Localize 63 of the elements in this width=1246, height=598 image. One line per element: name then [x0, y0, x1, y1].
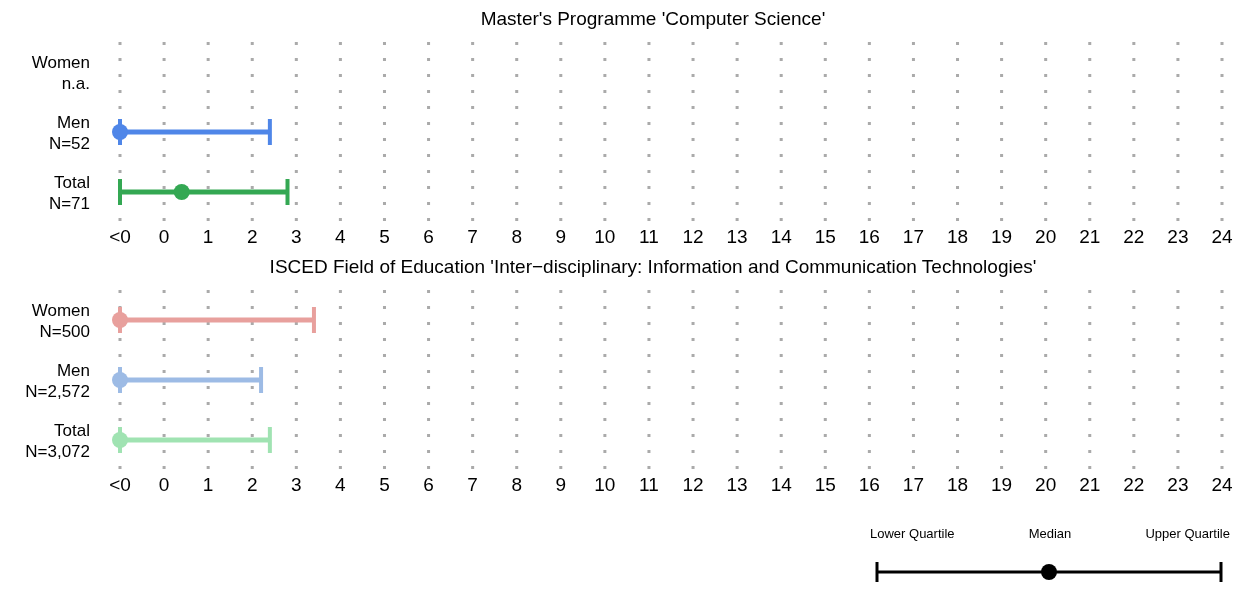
x-tick-label: 19 [991, 474, 1013, 496]
x-tick-label: 5 [379, 474, 390, 496]
x-tick-label: 9 [555, 474, 567, 496]
x-tick-label: <0 [109, 474, 131, 496]
y-tick-label: Total N=3,072 [25, 421, 90, 461]
x-tick-label: 17 [902, 474, 925, 496]
x-tick-label: 10 [594, 226, 616, 248]
text: Median [1028, 526, 1072, 541]
x-tick-label: 13 [726, 474, 748, 496]
x-tick-label: 6 [423, 474, 434, 496]
x-tick-label: 15 [814, 226, 836, 248]
x-tick-label: 4 [335, 474, 347, 496]
x-tick-label: 7 [467, 474, 478, 496]
x-tick-label: 5 [379, 226, 390, 248]
x-tick-label: <0 [109, 226, 131, 248]
x-tick-label: 9 [555, 226, 567, 248]
x-tick-label: 2 [246, 474, 258, 496]
x-tick-label: 11 [639, 226, 659, 248]
x-tick-label: 0 [158, 474, 170, 496]
x-tick-label: 22 [1123, 226, 1145, 248]
x-tick-label: 23 [1167, 226, 1189, 248]
x-tick-label: 16 [858, 474, 880, 496]
x-tick-label: 12 [682, 474, 704, 496]
x-tick-label: 16 [858, 226, 880, 248]
x-tick-label: 17 [902, 226, 925, 248]
y-tick-label: Women N=500 [31, 301, 90, 341]
x-tick-label: 15 [814, 474, 836, 496]
text: Upper Quartile [1145, 526, 1230, 541]
x-tick-label: 21 [1079, 226, 1101, 248]
x-tick-label: 8 [511, 474, 523, 496]
x-tick-label: 14 [770, 474, 793, 496]
x-tick-label: 20 [1035, 474, 1057, 496]
x-tick-label: 10 [594, 474, 616, 496]
x-tick-label: 4 [335, 226, 347, 248]
x-tick-label: 13 [726, 226, 748, 248]
x-tick-label: 8 [511, 226, 523, 248]
x-tick-label: 1 [202, 474, 214, 496]
x-tick-label: 2 [246, 226, 258, 248]
y-tick-label: Men N=52 [48, 113, 90, 153]
x-tick-label: 21 [1079, 474, 1101, 496]
x-tick-label: 11 [639, 474, 659, 496]
x-tick-label: 19 [991, 226, 1013, 248]
x-tick-label: 23 [1167, 474, 1189, 496]
x-tick-label: 1 [202, 226, 214, 248]
y-tick-label: Women n.a. [31, 53, 90, 93]
x-tick-label: 24 [1211, 474, 1233, 496]
x-tick-label: 0 [158, 226, 170, 248]
x-tick-label: 22 [1123, 474, 1145, 496]
x-tick-label: 18 [946, 226, 969, 248]
chart-title: Master's Programme 'Computer Science' [479, 8, 827, 31]
x-tick-label: 7 [467, 226, 478, 248]
text: Lower Quartile [870, 526, 955, 541]
y-tick-label: Men N=2,572 [25, 361, 90, 401]
x-tick-label: 12 [682, 226, 704, 248]
x-tick-label: 3 [291, 474, 302, 496]
x-tick-label: 24 [1211, 226, 1233, 248]
x-tick-label: 14 [770, 226, 793, 248]
chart-title: ISCED Field of Education 'Inter−disciplinary: Information and Communication Technologies' [268, 256, 1038, 279]
x-tick-label: 18 [946, 474, 969, 496]
x-tick-label: 20 [1035, 226, 1057, 248]
x-tick-label: 3 [291, 226, 302, 248]
x-tick-label: 6 [423, 226, 434, 248]
y-tick-label: Total N=71 [48, 173, 90, 213]
